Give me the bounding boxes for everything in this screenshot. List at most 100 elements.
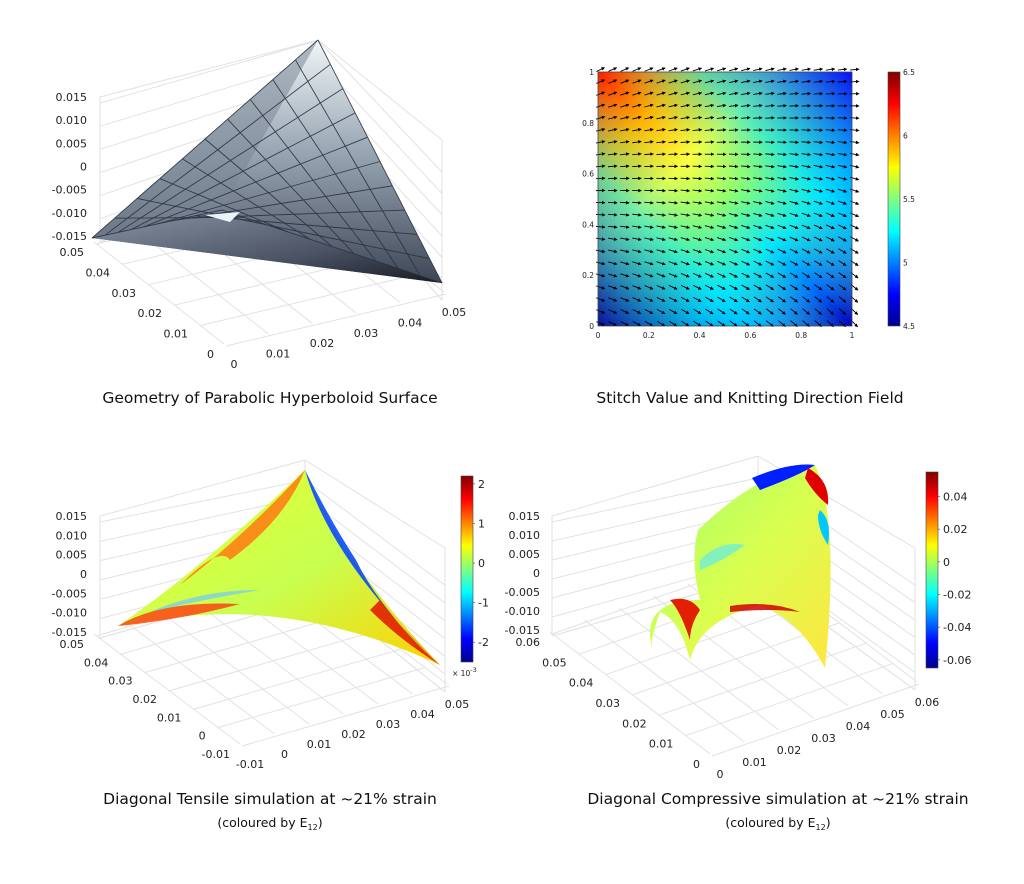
direction-arrow	[595, 140, 606, 144]
direction-arrow	[789, 284, 799, 291]
direction-arrow	[838, 308, 847, 315]
direction-arrow	[729, 272, 739, 278]
direction-arrow	[680, 237, 691, 242]
direction-arrow	[837, 164, 848, 169]
subcaption-tensile: (coloured by E12)	[217, 815, 322, 832]
direction-arrow	[595, 237, 606, 241]
mesh-line	[272, 79, 399, 269]
direction-arrow	[680, 261, 690, 266]
direction-arrow	[813, 79, 824, 84]
direction-arrow	[607, 213, 618, 217]
direction-arrow	[692, 213, 703, 217]
direction-arrow	[692, 225, 703, 229]
direction-arrow	[632, 91, 642, 96]
direction-arrow	[850, 188, 860, 193]
direction-arrow	[680, 103, 691, 108]
direction-arrow	[777, 189, 787, 193]
colorbar-tick-label: -0.06	[943, 654, 971, 667]
direction-arrow	[716, 188, 727, 193]
grid-floor-line	[711, 683, 920, 757]
direction-arrow	[777, 260, 787, 266]
y-tick-labels: -0.01 0 0.01 0.020.03 0.04 0.05	[60, 638, 231, 761]
direction-arrow	[668, 115, 679, 120]
direction-arrow	[704, 79, 715, 84]
direction-arrow	[716, 116, 727, 120]
y-tick-label: 0.02	[622, 717, 647, 730]
direction-arrow	[825, 79, 836, 84]
direction-arrow	[620, 91, 630, 96]
y-tick-label: -0.01	[202, 748, 230, 761]
direction-arrow	[680, 67, 690, 72]
direction-arrow	[608, 285, 618, 290]
direction-arrow	[765, 164, 775, 169]
direction-arrow	[620, 225, 630, 229]
direction-arrow	[620, 152, 630, 156]
direction-arrow	[608, 140, 618, 144]
x-tick-labels: 0 0.2 0.4 0.6 0.8 1	[596, 331, 855, 340]
grid-top-edge	[551, 455, 759, 517]
direction-arrow	[692, 79, 703, 84]
direction-arrow	[728, 91, 739, 96]
direction-arrow	[692, 67, 703, 72]
direction-arrow	[680, 284, 690, 290]
direction-arrow	[680, 308, 690, 315]
direction-arrow	[801, 91, 812, 96]
direction-arrow	[741, 67, 751, 72]
direction-arrow	[608, 273, 618, 278]
direction-arrow	[753, 296, 762, 303]
z-tick-label: 0	[533, 567, 540, 580]
direction-arrow	[790, 308, 798, 315]
surface-blue-top	[752, 464, 815, 490]
direction-arrow	[813, 128, 824, 132]
direction-arrow	[849, 140, 860, 145]
x-tick-label: 0.03	[354, 327, 379, 340]
direction-arrow	[826, 236, 835, 242]
colorbar-tick-label: -1	[478, 597, 489, 610]
colorbar-tick-label: -0.02	[943, 589, 971, 602]
colorbar-tick-labels: -0.06 -0.04 -0.02 0 0.02 0.04	[938, 491, 971, 667]
z-tick-label: 0.005	[509, 548, 541, 561]
direction-arrow	[814, 308, 823, 315]
mesh-line	[208, 212, 430, 260]
direction-arrow	[825, 224, 835, 230]
direction-arrow	[705, 308, 714, 315]
direction-arrow	[814, 272, 823, 279]
direction-arrow	[632, 164, 642, 169]
y-tick-label: 0.03	[596, 697, 621, 710]
direction-arrow	[837, 152, 848, 157]
direction-arrow	[849, 164, 860, 169]
direction-arrow	[801, 152, 812, 157]
direction-arrow	[608, 103, 618, 108]
direction-arrow	[838, 236, 847, 242]
direction-arrow	[668, 273, 678, 278]
z-tick-label: 0.010	[56, 114, 88, 127]
direction-arrow	[668, 79, 678, 84]
y-tick-label: 0.04	[84, 656, 109, 669]
direction-arrow	[741, 225, 751, 229]
direction-arrow	[765, 176, 775, 181]
direction-arrow	[741, 201, 751, 205]
direction-arrow	[753, 320, 762, 327]
direction-arrow	[632, 309, 642, 314]
x-tick-label: 0.04	[410, 708, 435, 721]
direction-arrow	[777, 296, 787, 303]
direction-arrow	[825, 67, 836, 72]
direction-arrow	[656, 320, 666, 327]
direction-arrow	[741, 189, 751, 193]
direction-arrow	[801, 212, 811, 217]
direction-arrow	[632, 249, 642, 254]
y-tick-labels: 0 0.010.020.030.040.05	[60, 246, 215, 361]
direction-arrow	[837, 128, 848, 132]
direction-arrow	[608, 297, 618, 302]
direction-arrow	[765, 236, 775, 242]
direction-arrow	[801, 140, 812, 145]
direction-arrow	[644, 67, 654, 72]
grid-floor-line	[197, 603, 344, 715]
direction-arrow	[644, 225, 654, 229]
grid-floor-line	[93, 241, 225, 345]
direction-arrow	[838, 284, 847, 291]
direction-arrow	[704, 91, 715, 96]
direction-arrow	[838, 212, 848, 217]
x-tick-label: 0.02	[777, 744, 802, 757]
